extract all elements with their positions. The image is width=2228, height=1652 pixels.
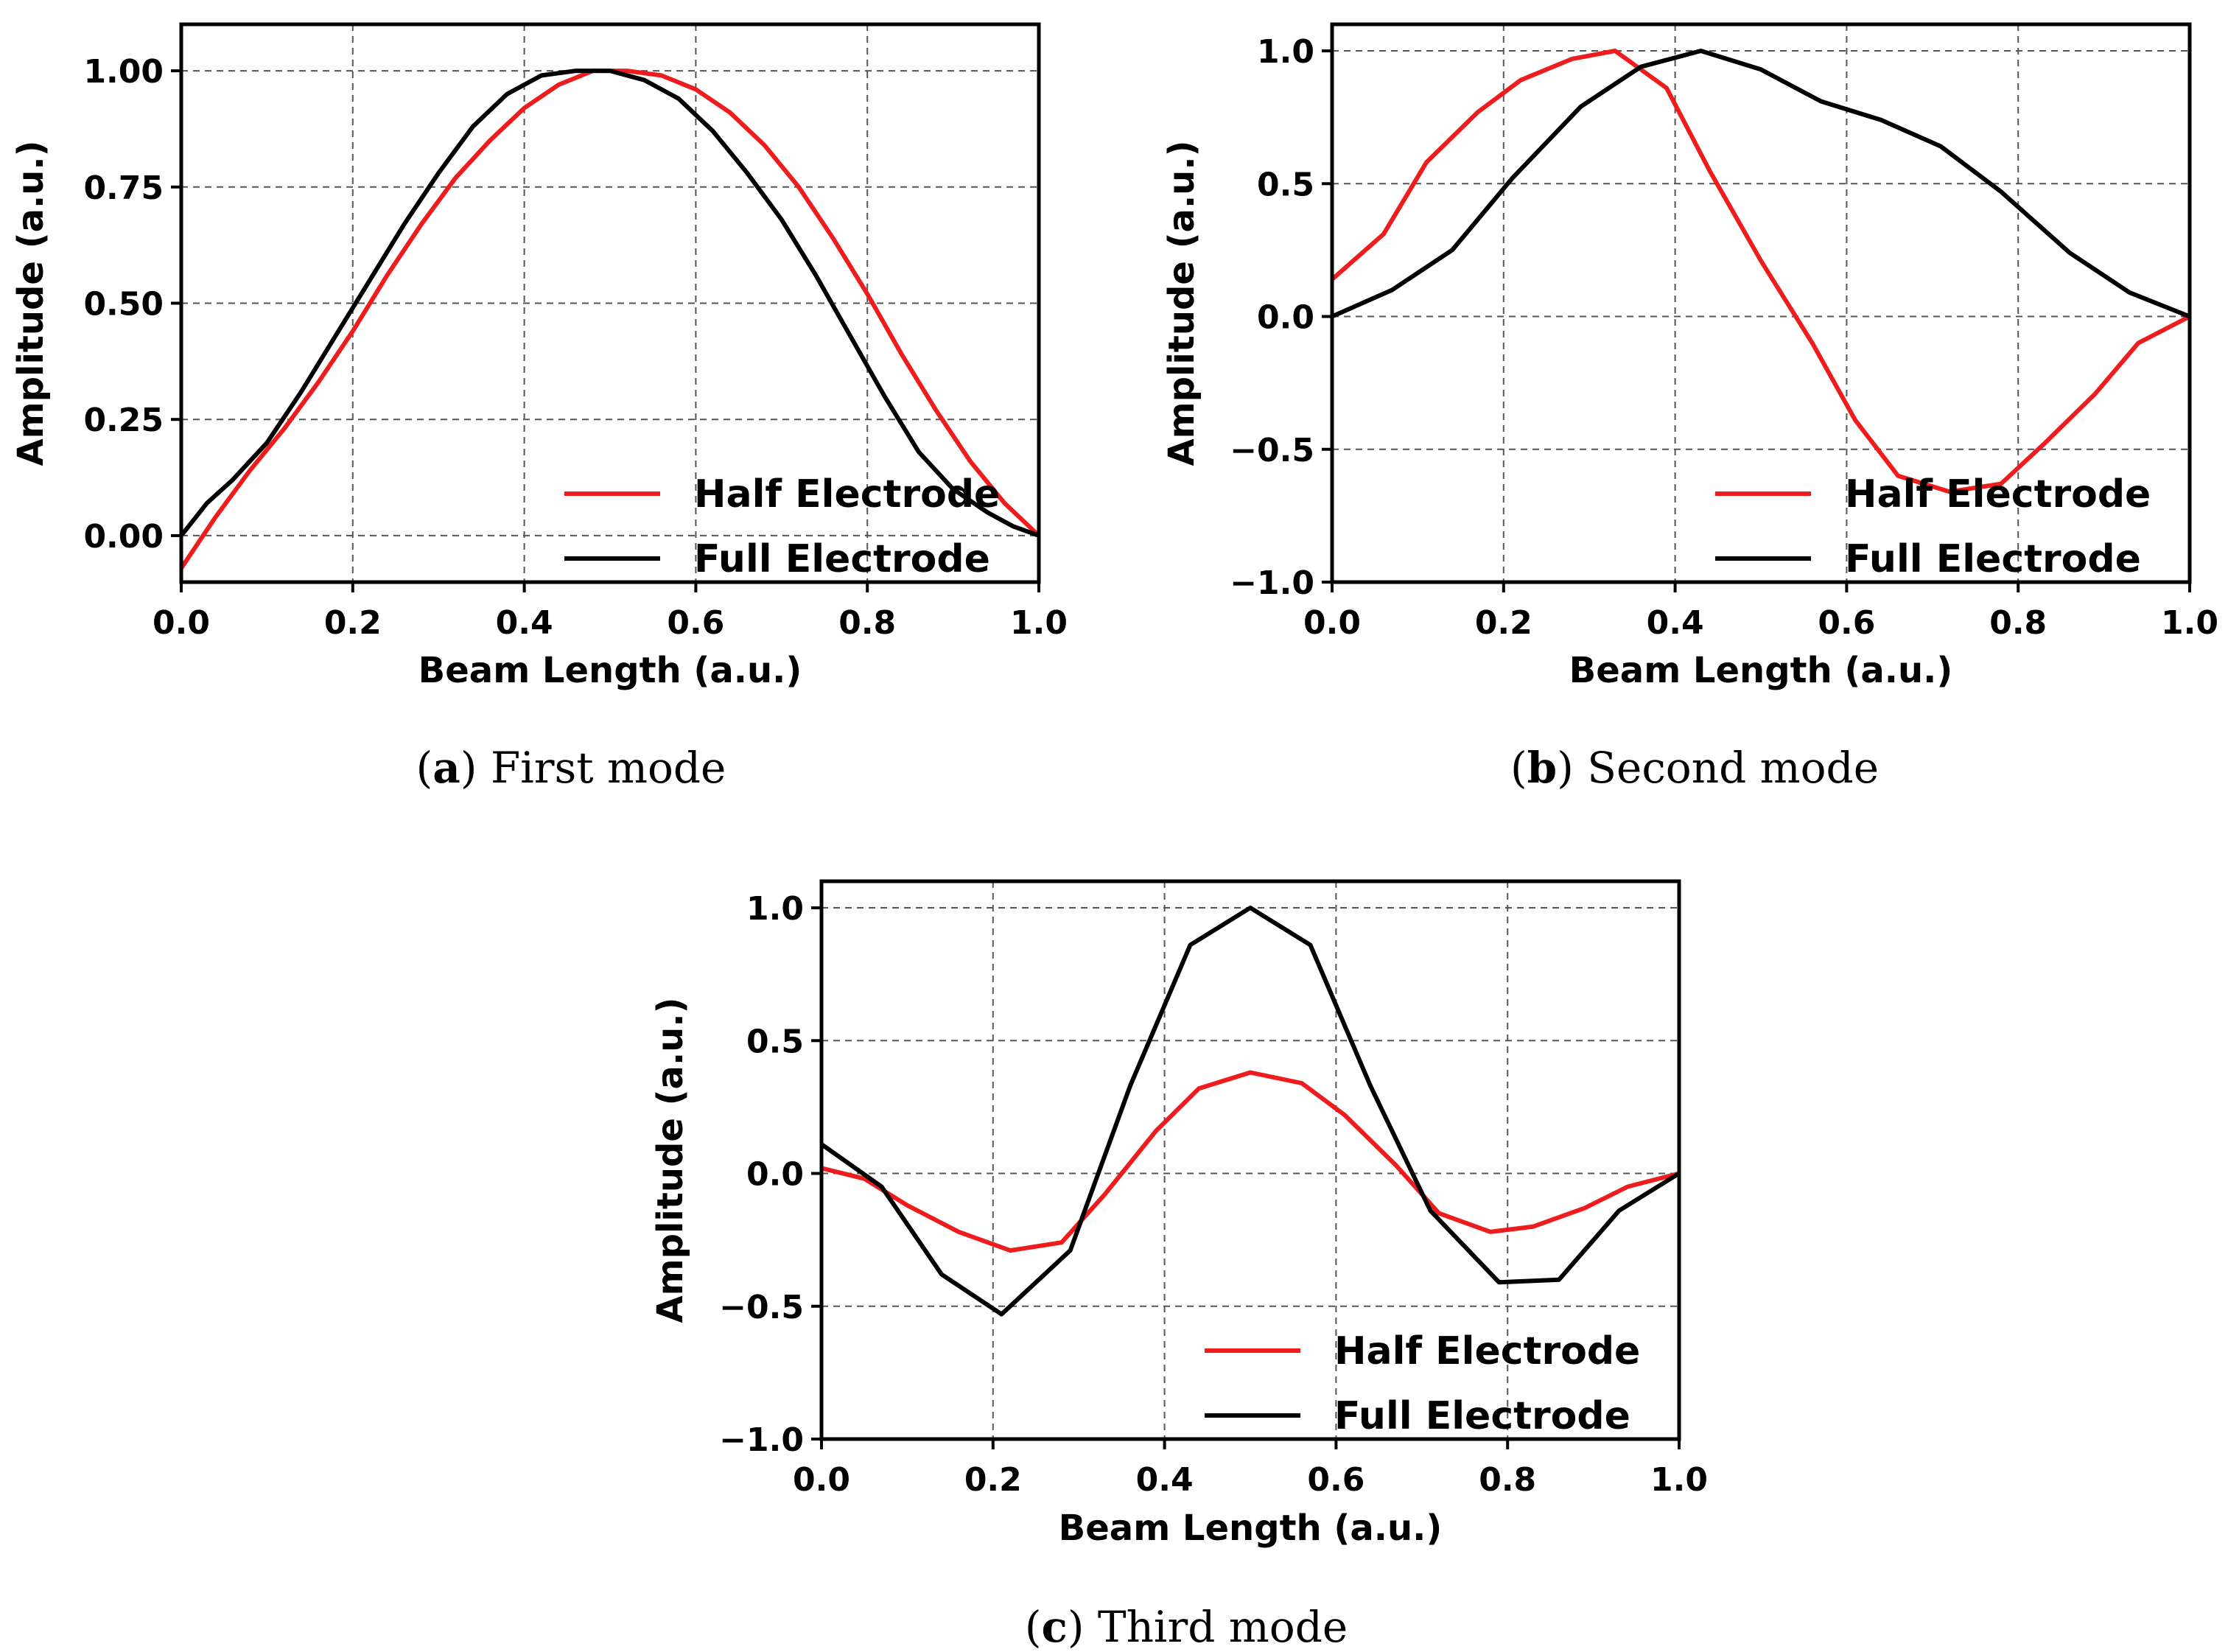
caption-paren-open: ( (1510, 743, 1527, 793)
y-tick-label: 0.0 (1257, 299, 1314, 337)
y-tick-label: −0.5 (1230, 432, 1314, 469)
caption-paren-close: ) (460, 743, 491, 793)
caption-paren-open: ( (416, 743, 433, 793)
x-tick-label: 0.0 (153, 604, 210, 642)
caption-paren-open: ( (1025, 1602, 1042, 1652)
legend-label-full-electrode: Full Electrode (1334, 1394, 1630, 1438)
series-line-full-electrode (1331, 49, 2191, 319)
x-tick-label: 1.0 (2161, 604, 2218, 642)
x-tick-label: 1.0 (1010, 604, 1068, 642)
y-tick-label: −1.0 (1230, 564, 1314, 602)
panel-caption: (a) First mode (416, 743, 726, 793)
caption-paren-close: ) (1068, 1602, 1098, 1652)
legend-label-half-electrode: Half Electrode (1845, 472, 2151, 517)
x-tick-label: 0.4 (1136, 1461, 1194, 1499)
series-line-half-electrode (821, 1070, 1680, 1253)
caption-letter: b (1527, 743, 1558, 793)
caption-text: Second mode (1587, 743, 1879, 793)
caption-letter: c (1041, 1602, 1067, 1652)
y-tick-label: −1.0 (719, 1421, 804, 1459)
plot-frame (819, 879, 1681, 1441)
y-tick-label: 1.0 (746, 890, 804, 928)
y-tick-label: −0.5 (719, 1289, 804, 1326)
chart-panel-b: 0.0 0.2 0.4 0.6 0.8 1.0 −1.0 −0.5 0.0 0.5 1.0 Beam … (1161, 22, 2218, 793)
x-tick-label: 0.0 (793, 1461, 850, 1499)
x-axis-label: Beam Length (a.u.) (1569, 650, 1953, 691)
caption-text: Third mode (1098, 1602, 1348, 1652)
panel-caption: (c) Third mode (1025, 1602, 1348, 1652)
y-axis-label: Amplitude (a.u.) (1161, 140, 1202, 466)
chart-panel-c: 0.0 0.2 0.4 0.6 0.8 1.0 −1.0 −0.5 0.0 0.5 1.0 Beam … (650, 879, 1708, 1652)
legend-label-half-electrode: Half Electrode (1334, 1329, 1640, 1373)
x-tick-label: 0.2 (324, 604, 382, 642)
x-tick-label: 0.6 (1818, 604, 1875, 642)
x-tick-label: 0.8 (1989, 604, 2047, 642)
panel-caption: (b) Second mode (1510, 743, 1879, 793)
x-tick-label: 0.4 (496, 604, 553, 642)
x-tick-label: 0.2 (964, 1461, 1022, 1499)
x-tick-label: 1.0 (1650, 1461, 1708, 1499)
x-axis-label: Beam Length (a.u.) (418, 650, 802, 691)
y-tick-label: 1.0 (1257, 33, 1314, 71)
legend-label-full-electrode: Full Electrode (1845, 537, 2141, 581)
caption-paren-close: ) (1557, 743, 1587, 793)
y-tick-label: 0.75 (83, 169, 164, 207)
plot-frame (1330, 22, 2192, 584)
caption-letter: a (432, 743, 460, 793)
y-tick-label: 0.0 (746, 1156, 804, 1194)
x-axis-label: Beam Length (a.u.) (1059, 1508, 1443, 1549)
series-line-full-electrode (820, 906, 1681, 1317)
y-tick-label: 0.5 (746, 1023, 804, 1060)
chart-panel-a: 0.0 0.2 0.4 0.6 0.8 1.0 0.00 0.25 0.50 0.75 1.00 Be… (10, 22, 1068, 793)
x-tick-label: 0.0 (1303, 604, 1361, 642)
y-tick-label: 0.25 (83, 402, 164, 439)
series-line-full-electrode (179, 69, 1040, 538)
x-tick-label: 0.8 (838, 604, 896, 642)
legend-label-half-electrode: Half Electrode (694, 472, 1000, 517)
x-tick-label: 0.6 (667, 604, 724, 642)
y-axis-label: Amplitude (a.u.) (10, 140, 52, 466)
y-tick-label: 1.00 (83, 53, 164, 91)
x-tick-label: 0.2 (1475, 604, 1532, 642)
caption-text: First mode (491, 743, 726, 793)
x-tick-label: 0.8 (1479, 1461, 1536, 1499)
y-tick-label: 0.5 (1257, 166, 1314, 203)
x-tick-label: 0.4 (1647, 604, 1704, 642)
x-tick-label: 0.6 (1307, 1461, 1365, 1499)
y-axis-label: Amplitude (a.u.) (650, 997, 691, 1323)
y-tick-label: 0.50 (83, 286, 164, 323)
y-tick-label: 0.00 (83, 518, 164, 556)
series-line-half-electrode (1331, 49, 2191, 494)
legend-label-full-electrode: Full Electrode (694, 537, 990, 581)
